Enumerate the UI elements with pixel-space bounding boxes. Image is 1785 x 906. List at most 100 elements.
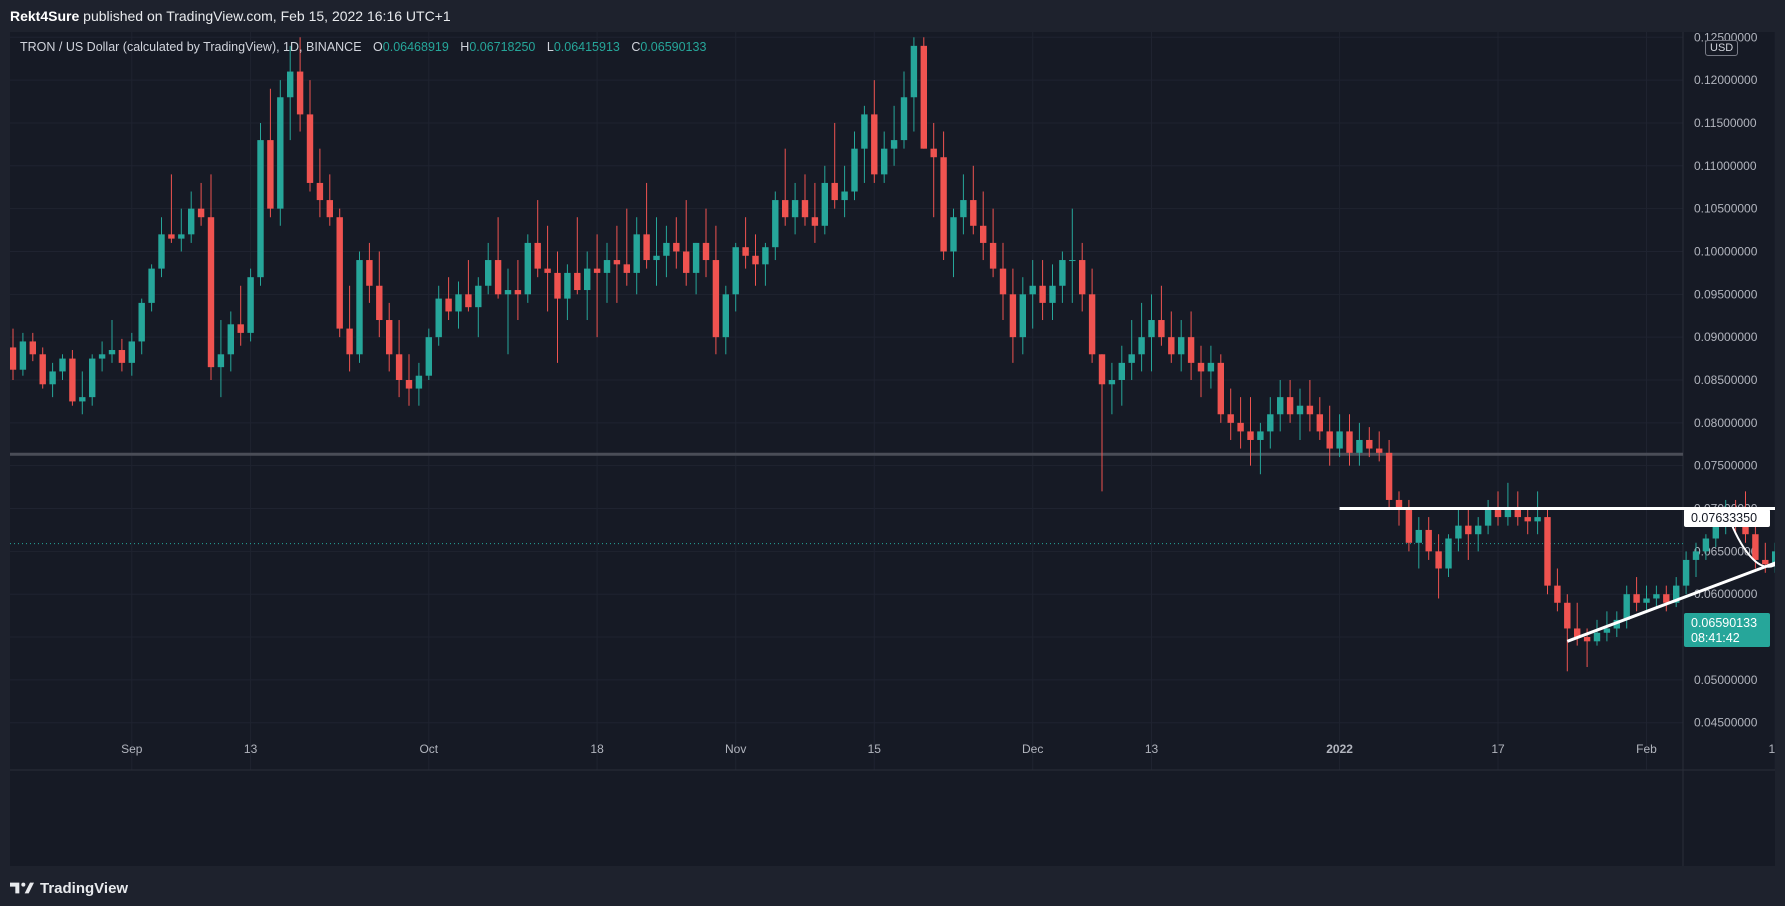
candle-body xyxy=(296,71,304,115)
currency-badge[interactable]: USD xyxy=(1705,40,1739,56)
candle-body xyxy=(435,298,442,338)
candle-body xyxy=(603,260,611,273)
candle-body xyxy=(970,200,977,226)
candle-body xyxy=(1079,260,1086,295)
ascending-trendline[interactable] xyxy=(1566,515,1775,643)
candle-body xyxy=(811,217,819,226)
candle-body xyxy=(593,268,601,273)
candle-body xyxy=(1029,285,1036,295)
y-tick-label: 0.10000000 xyxy=(1694,244,1758,258)
candle-body xyxy=(138,302,145,342)
candle-body xyxy=(1673,585,1680,603)
price-chart[interactable]: 0.045000000.050000000.055000000.06000000… xyxy=(10,32,1775,866)
candle-body xyxy=(386,320,393,355)
candle-body xyxy=(247,277,254,333)
candle-body xyxy=(207,217,215,368)
y-tick-label: 0.11500000 xyxy=(1694,116,1757,130)
close-value: 0.06590133 xyxy=(640,40,707,54)
candle-body xyxy=(1564,602,1571,629)
candle-body xyxy=(524,242,531,295)
candle-body xyxy=(356,260,363,355)
candle-body xyxy=(1306,405,1314,415)
candle-body xyxy=(1059,260,1066,286)
candle-body xyxy=(1603,628,1611,633)
plot-background xyxy=(10,32,1775,866)
candle-body xyxy=(1484,508,1492,526)
candle-body xyxy=(544,268,551,273)
candle-body xyxy=(930,148,937,158)
candle-body xyxy=(722,294,729,338)
candle-body xyxy=(1296,405,1304,415)
candle-body xyxy=(287,71,294,98)
candle-body xyxy=(168,234,175,239)
candle-body xyxy=(1663,594,1670,603)
candle-body xyxy=(841,191,848,201)
candle-body xyxy=(118,350,126,363)
candle-body xyxy=(1158,320,1165,338)
publisher-bar: Rekt4Sure published on TradingView.com, … xyxy=(0,0,1785,32)
candle-body xyxy=(1148,320,1155,338)
candle-body xyxy=(574,272,581,291)
candle-body xyxy=(801,200,809,218)
tradingview-logo-icon[interactable] xyxy=(10,881,34,895)
y-tick-label: 0.06500000 xyxy=(1694,544,1758,558)
candle-body xyxy=(1574,628,1581,638)
x-tick-label: 2022 xyxy=(1326,742,1353,756)
candle-body xyxy=(217,354,225,368)
candle-body xyxy=(29,341,36,355)
candle-body xyxy=(1039,285,1046,303)
symbol-title[interactable]: TRON / US Dollar (calculated by TradingV… xyxy=(20,40,362,54)
candle-body xyxy=(514,290,522,295)
candle-body xyxy=(188,208,195,235)
candle-body xyxy=(455,294,462,312)
candle-body xyxy=(791,200,799,218)
candle-body xyxy=(1227,414,1234,423)
candle-body xyxy=(257,140,264,278)
projection-curve[interactable] xyxy=(1724,457,1775,568)
candle-body xyxy=(59,358,66,372)
candle-body xyxy=(1069,260,1076,262)
y-tick-label: 0.07500000 xyxy=(1694,459,1758,473)
candle-body xyxy=(564,272,571,299)
candle-body xyxy=(1336,431,1343,449)
candle-body xyxy=(999,268,1007,295)
candle-body xyxy=(197,208,205,218)
candle-body xyxy=(1178,337,1185,355)
x-tick-label: Feb xyxy=(1636,742,1657,756)
candle-body xyxy=(1356,439,1363,453)
candle-body xyxy=(49,371,56,385)
candle-body xyxy=(1395,499,1403,509)
candle-body xyxy=(1267,414,1274,432)
y-tick-label: 0.04500000 xyxy=(1694,716,1758,730)
candle-body xyxy=(1376,448,1383,453)
candle-body xyxy=(1366,439,1373,449)
author-name[interactable]: Rekt4Sure xyxy=(10,8,80,24)
high-value: 0.06718250 xyxy=(469,40,536,54)
candle-body xyxy=(782,200,789,218)
candle-body xyxy=(1702,538,1710,552)
y-tick-label: 0.09500000 xyxy=(1694,287,1758,301)
candle-body xyxy=(1762,559,1769,565)
footer: TradingView xyxy=(10,876,128,900)
candle-body xyxy=(1465,525,1472,535)
candle-body xyxy=(554,272,561,299)
candle-body xyxy=(1197,362,1205,372)
candle-body xyxy=(1326,431,1333,449)
candle-body xyxy=(425,337,432,376)
horizontal-line-price-label: 0.07633350 xyxy=(1684,509,1770,527)
open-value: 0.06468919 xyxy=(382,40,449,54)
candle-body xyxy=(712,260,720,338)
x-tick-label: 13 xyxy=(244,742,258,756)
candle-body xyxy=(1455,525,1462,539)
candle-body xyxy=(534,242,541,269)
y-tick-label: 0.06000000 xyxy=(1694,587,1758,601)
candle-body xyxy=(69,358,76,402)
candle-body xyxy=(692,242,700,273)
candle-body xyxy=(1049,285,1056,303)
candle-body xyxy=(1475,525,1482,535)
candle-body xyxy=(653,255,660,261)
y-tick-label: 0.09000000 xyxy=(1694,330,1758,344)
candle-body xyxy=(1772,551,1775,565)
candle-body xyxy=(1445,538,1452,569)
tradingview-brand[interactable]: TradingView xyxy=(40,879,129,897)
